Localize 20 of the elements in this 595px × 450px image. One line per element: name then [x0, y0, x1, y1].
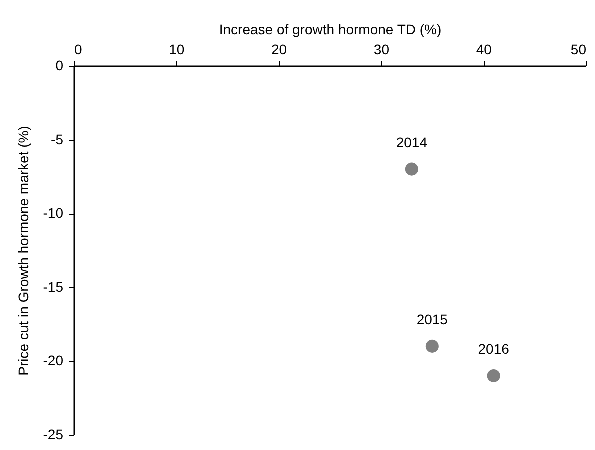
y-tick-label: -5	[51, 131, 64, 148]
point	[426, 340, 439, 353]
x-axis-title: Increase of growth hormone TD (%)	[219, 22, 442, 38]
y-tick-label: -15	[43, 278, 64, 295]
x-tick-label: 50	[570, 42, 587, 58]
y-tick-label: -25	[43, 426, 64, 442]
x-tick-label: 20	[272, 42, 288, 58]
point	[405, 162, 418, 176]
y-axis-title: Price cut in Growth hormone market (%)	[15, 126, 32, 376]
annotation: 2015	[416, 311, 448, 328]
x-tick-label: 40	[476, 42, 492, 58]
point	[487, 369, 500, 382]
x-tick-label: 10	[169, 42, 185, 58]
y-tick-label: -20	[43, 352, 64, 369]
y-tick-label: -10	[43, 205, 64, 222]
annotation: 2014	[396, 134, 428, 150]
x-tick-label: 30	[374, 42, 390, 58]
x-tick-label: 0	[74, 42, 82, 58]
y-tick-label: 0	[56, 58, 64, 74]
annotation: 2016	[478, 340, 510, 357]
